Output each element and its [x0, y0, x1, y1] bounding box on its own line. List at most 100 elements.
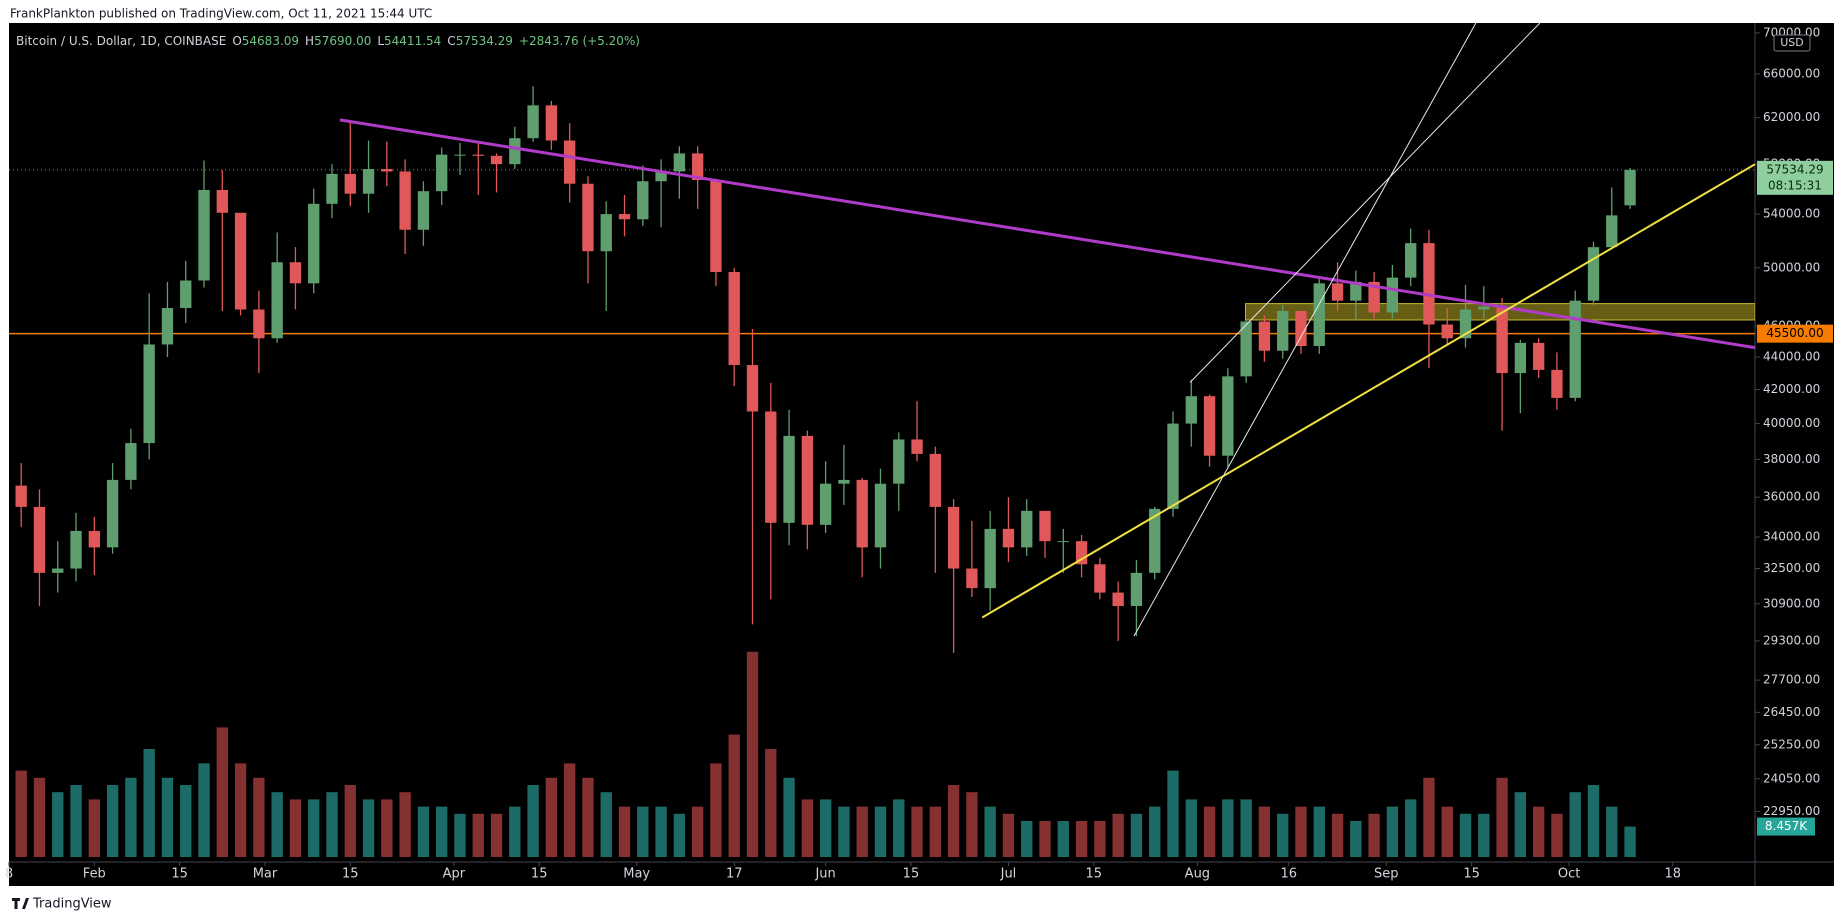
- y-tick-label: 29300.00: [1763, 633, 1820, 647]
- volume-bar: [1569, 792, 1581, 857]
- candle-body: [436, 154, 448, 192]
- candle-body: [1478, 306, 1490, 310]
- candle-body: [893, 439, 905, 484]
- volume-bar: [1057, 821, 1069, 857]
- candle-body: [490, 155, 503, 165]
- candle-body: [1386, 277, 1399, 313]
- ohlc-key: L: [377, 34, 384, 48]
- candle-body: [509, 138, 521, 165]
- volume-bar: [1386, 806, 1399, 857]
- volume-bar: [545, 777, 558, 857]
- volume-bar: [1185, 799, 1197, 857]
- candle-body: [1203, 396, 1216, 456]
- volume-bar: [1021, 821, 1033, 857]
- x-tick-label: 15: [531, 867, 548, 882]
- y-tick-label: 40000.00: [1763, 416, 1820, 430]
- candle-body: [1606, 215, 1618, 248]
- volume-bar: [1423, 777, 1435, 857]
- y-tick-label: 50000.00: [1763, 260, 1820, 274]
- candle-body: [1240, 321, 1252, 377]
- candle-body: [125, 443, 137, 480]
- candle-body: [1514, 342, 1527, 374]
- candle-body: [472, 154, 484, 156]
- volume-bar: [1258, 806, 1271, 857]
- candle-body: [966, 568, 978, 589]
- candle-body: [1021, 510, 1033, 548]
- volume-bar: [1441, 806, 1453, 857]
- level-badge: [1757, 324, 1833, 343]
- footer-brand: TradingView: [32, 897, 112, 912]
- volume-bar: [344, 785, 356, 857]
- candle-body: [271, 262, 283, 339]
- volume-bar: [1295, 806, 1307, 857]
- candle-body: [1075, 541, 1088, 565]
- candle-body: [1551, 369, 1563, 398]
- y-tick-label: 62000.00: [1763, 110, 1820, 124]
- volume-bar: [1459, 813, 1472, 857]
- volume-bar: [1624, 826, 1636, 857]
- candle-body: [52, 568, 64, 573]
- level-badge-label: 45500.00: [1766, 326, 1823, 340]
- volume-bar: [326, 792, 338, 857]
- candle-body: [362, 169, 375, 194]
- candle-body: [691, 153, 704, 181]
- volume-bar: [691, 806, 704, 857]
- volume-bar: [143, 749, 155, 857]
- candle-body: [326, 173, 338, 204]
- y-tick-label: 22950.00: [1763, 804, 1820, 818]
- volume-bar: [801, 799, 814, 857]
- volume-bar: [490, 813, 503, 857]
- volume-badge: [1757, 817, 1815, 836]
- last-price-label: 57534.29: [1766, 162, 1823, 176]
- volume-bar: [1222, 799, 1234, 857]
- volume-bar: [874, 806, 887, 857]
- x-tick-label: Oct: [1558, 867, 1580, 882]
- x-tick-label: 15: [171, 867, 188, 882]
- volume-bar: [1277, 813, 1289, 857]
- volume-bar: [1514, 792, 1527, 857]
- candle-body: [180, 280, 192, 309]
- volume-bar: [399, 792, 411, 857]
- volume-bar: [600, 792, 612, 857]
- trend-line: [1133, 23, 1477, 637]
- candle-body: [33, 506, 46, 573]
- volume-bar: [947, 785, 960, 857]
- ohlc-key: C: [447, 34, 455, 48]
- candle-body: [1496, 306, 1508, 374]
- candle-body: [874, 483, 887, 548]
- volume-badge-label: 8.457K: [1765, 819, 1808, 833]
- volume-bar: [618, 806, 631, 857]
- candle-body: [417, 191, 430, 230]
- volume-bar: [15, 770, 27, 857]
- trend-line: [981, 163, 1755, 619]
- volume-bar: [33, 777, 46, 857]
- candle-body: [1130, 572, 1143, 607]
- candle-body: [600, 214, 612, 252]
- candle-body: [618, 214, 631, 220]
- volume-bar: [289, 799, 302, 857]
- y-tick-label: 27700.00: [1763, 673, 1820, 687]
- candle-body: [1057, 541, 1069, 543]
- volume-bar: [1405, 799, 1417, 857]
- candle-body: [1112, 592, 1124, 607]
- candle-body: [1331, 283, 1344, 301]
- volume-bar: [88, 799, 100, 857]
- candle-body: [1532, 342, 1545, 370]
- candle-body: [710, 180, 722, 273]
- candle-body: [143, 344, 155, 444]
- x-tick-label: Apr: [443, 867, 466, 882]
- volume-bar: [52, 792, 64, 857]
- y-tick-label: 30900.00: [1763, 596, 1820, 610]
- volume-bar: [838, 806, 850, 857]
- volume-bar: [966, 792, 978, 857]
- volume-bar: [655, 806, 667, 857]
- volume-bar: [125, 777, 137, 857]
- volume-bar: [308, 799, 320, 857]
- volume-bar: [234, 763, 247, 857]
- volume-bar: [106, 785, 119, 857]
- volume-bar: [1496, 777, 1508, 857]
- ohlc-key: H: [305, 34, 314, 48]
- candle-body: [746, 365, 759, 412]
- volume-bar: [70, 785, 82, 857]
